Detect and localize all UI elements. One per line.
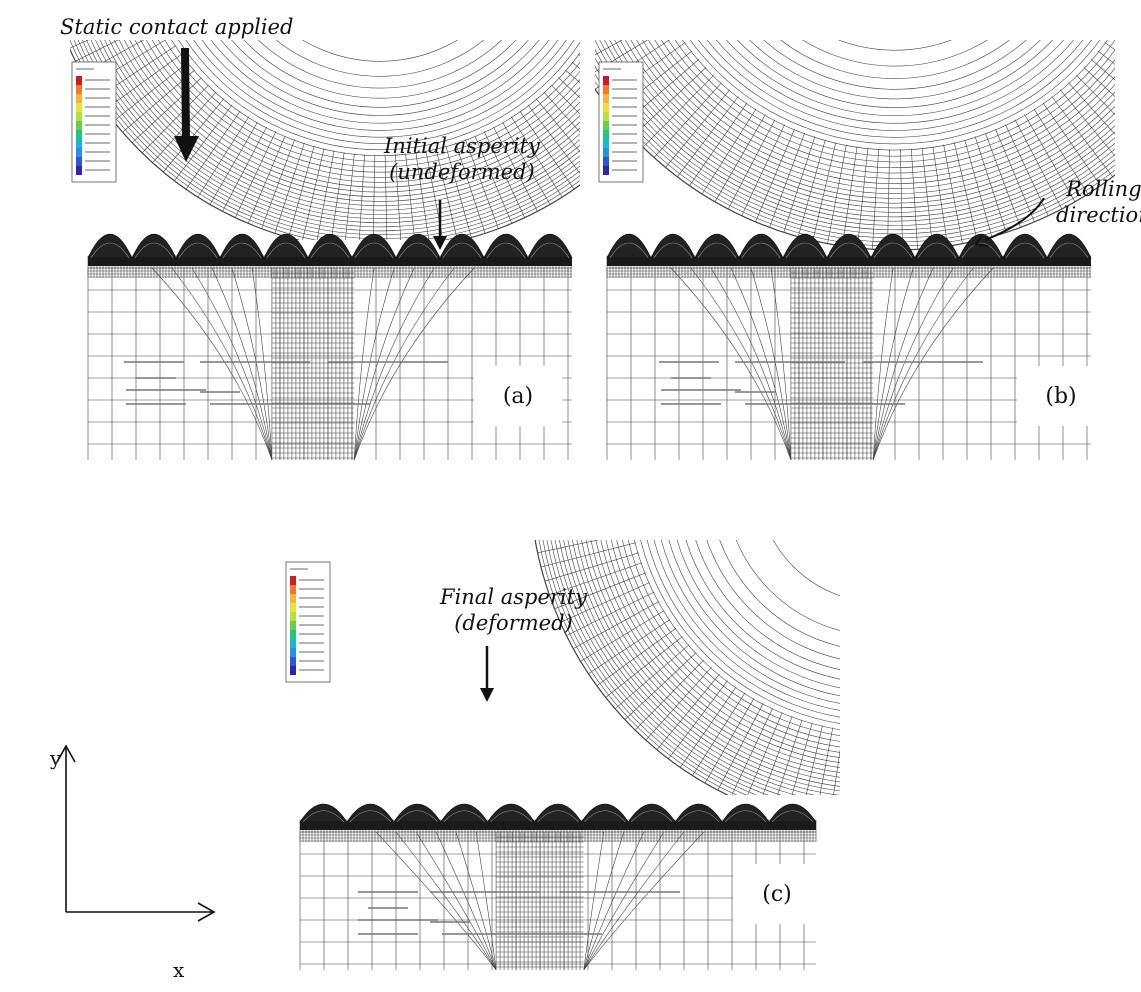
roller-mesh [534, 540, 840, 795]
static-contact-annotation: Static contact applied [60, 15, 294, 39]
asperity [351, 233, 397, 259]
legend-swatch [76, 94, 82, 103]
asperity [870, 233, 916, 259]
asperity [694, 233, 740, 259]
asperity [87, 233, 133, 259]
legend-swatch [290, 639, 296, 648]
fe-mesh-b [595, 40, 1115, 460]
contour-legend [71, 61, 117, 183]
legend-swatch [290, 585, 296, 594]
asperity [768, 803, 817, 823]
legend-swatch [76, 130, 82, 139]
legend-swatch [290, 603, 296, 612]
asperity [307, 233, 353, 259]
contour-legend [598, 61, 644, 183]
legend-swatch [76, 139, 82, 148]
legend-swatch [76, 121, 82, 130]
legend-swatch [290, 648, 296, 657]
asperity [958, 233, 1004, 259]
asperity [439, 233, 485, 259]
legend-swatch [603, 148, 609, 157]
asperity [263, 233, 309, 259]
asperity-row [87, 233, 573, 266]
asperity-row [606, 233, 1092, 266]
legend-swatch [603, 103, 609, 112]
asperity [131, 233, 177, 259]
x-axis-label: x [173, 958, 185, 982]
legend-swatch [290, 594, 296, 603]
final-asperity-arrow [480, 646, 494, 702]
asperity [395, 233, 441, 259]
asperity [914, 233, 960, 259]
legend-swatch [290, 630, 296, 639]
legend-swatch [76, 157, 82, 166]
final-asperity-line2: (deformed) [454, 611, 573, 635]
rolling-direction-line2: direction [1056, 203, 1141, 227]
legend-swatch [76, 103, 82, 112]
legend-swatch [76, 112, 82, 121]
legend-swatch [603, 76, 609, 85]
legend-swatch [603, 112, 609, 121]
asperity-row [299, 803, 817, 830]
fe-mesh-a [70, 40, 580, 460]
legend-swatch [290, 612, 296, 621]
legend-swatch [603, 94, 609, 103]
asperity [175, 233, 221, 259]
legend-swatch [290, 657, 296, 666]
asperity [1002, 233, 1048, 259]
initial-asperity-line2: (undeformed) [389, 160, 535, 184]
legend-swatch [76, 85, 82, 94]
asperity [826, 233, 872, 259]
asperity [606, 233, 652, 259]
panel-label-b: (b) [1017, 366, 1105, 426]
fe-mesh-c [285, 540, 840, 970]
asperity [650, 233, 696, 259]
panel-a [60, 40, 580, 460]
panel-c [280, 540, 840, 970]
legend-swatch [290, 621, 296, 630]
legend-swatch [76, 166, 82, 175]
initial-asperity-line1: Initial asperity [384, 134, 540, 158]
panel-label-c: (c) [733, 864, 821, 924]
final-asperity-annotation: Final asperity (deformed) [440, 584, 587, 636]
contour-legend [285, 561, 331, 683]
initial-asperity-arrow [433, 200, 447, 250]
asperity [527, 233, 573, 259]
panel-b [595, 40, 1115, 460]
rolling-direction-annotation: Rolling direction [1056, 176, 1141, 228]
asperity [1046, 233, 1092, 259]
asperity [483, 233, 529, 259]
legend-swatch [603, 130, 609, 139]
solver-status-text [124, 361, 448, 405]
coordinate-axes [56, 744, 216, 922]
static-contact-arrow [174, 47, 199, 162]
solver-status-text [659, 361, 983, 405]
legend-swatch [603, 157, 609, 166]
panel-label-a: (a) [474, 366, 562, 426]
legend-swatch [603, 85, 609, 94]
y-axis-label: y [50, 746, 62, 770]
solver-status-text [358, 891, 680, 935]
final-asperity-line1: Final asperity [440, 585, 587, 609]
legend-swatch [76, 148, 82, 157]
rolling-direction-line1: Rolling [1066, 177, 1141, 201]
legend-swatch [603, 121, 609, 130]
legend-swatch [603, 166, 609, 175]
rolling-direction-arrow [974, 197, 1045, 247]
asperity [219, 233, 265, 259]
legend-swatch [603, 139, 609, 148]
asperity [738, 233, 784, 259]
legend-swatch [290, 666, 296, 675]
legend-swatch [76, 76, 82, 85]
initial-asperity-annotation: Initial asperity (undeformed) [384, 133, 540, 185]
legend-swatch [290, 576, 296, 585]
asperity [782, 233, 828, 259]
